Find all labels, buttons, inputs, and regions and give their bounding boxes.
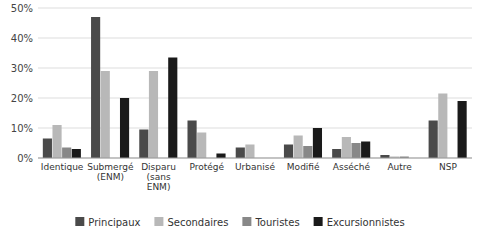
y-axis: 0% 10% 20% 30% 40% 50% bbox=[11, 3, 472, 164]
bar bbox=[149, 71, 158, 158]
bar bbox=[72, 149, 81, 158]
y-tick-label: 50% bbox=[11, 3, 33, 14]
legend-swatch bbox=[75, 217, 84, 226]
legend: Principaux Secondaires Touristes Excursionn… bbox=[75, 217, 404, 228]
bar bbox=[62, 148, 71, 159]
y-tick-label: 30% bbox=[11, 63, 33, 74]
x-tick-label: Urbanisé bbox=[235, 162, 275, 172]
bar bbox=[197, 133, 206, 159]
x-tick-label: Identique bbox=[41, 162, 84, 172]
x-tick-label: Protégé bbox=[189, 162, 224, 172]
bar bbox=[458, 101, 467, 158]
grid-line bbox=[38, 68, 472, 69]
y-tick-label: 40% bbox=[11, 33, 33, 44]
bar bbox=[43, 139, 52, 159]
bar bbox=[303, 146, 312, 158]
legend-swatch bbox=[154, 217, 163, 226]
bar bbox=[284, 145, 293, 159]
legend-item: Excursionnistes bbox=[314, 217, 405, 228]
bar bbox=[245, 145, 254, 159]
legend-label: Touristes bbox=[254, 217, 299, 228]
grid-line bbox=[38, 8, 472, 9]
legend-item: Principaux bbox=[75, 217, 140, 228]
x-tick-label: NSP bbox=[439, 162, 457, 172]
y-tick-label: 0% bbox=[17, 153, 33, 164]
x-tick-label: Autre bbox=[387, 162, 412, 172]
bar bbox=[313, 128, 322, 158]
bars bbox=[43, 17, 467, 158]
x-tick-label: Modifié bbox=[287, 162, 320, 172]
legend-item: Touristes bbox=[242, 217, 299, 228]
grid-line bbox=[38, 38, 472, 39]
legend-label: Excursionnistes bbox=[327, 217, 405, 228]
legend-swatch bbox=[314, 217, 323, 226]
bar bbox=[187, 121, 196, 159]
bar bbox=[101, 71, 110, 158]
legend-swatch bbox=[242, 217, 251, 226]
bar bbox=[52, 125, 61, 158]
grid-line bbox=[38, 158, 472, 159]
bar bbox=[216, 154, 225, 159]
bar bbox=[294, 136, 303, 159]
y-tick-label: 20% bbox=[11, 93, 33, 104]
x-axis-line bbox=[38, 158, 472, 159]
bar bbox=[120, 98, 129, 158]
x-tick-label: Asséché bbox=[333, 162, 371, 172]
bar bbox=[342, 137, 351, 158]
bar bbox=[429, 121, 438, 159]
x-axis: IdentiqueSubmergé(ENM) Disparu(sansENM) Pr… bbox=[41, 162, 458, 192]
bar bbox=[91, 17, 100, 158]
y-tick-label: 10% bbox=[11, 123, 33, 134]
bar bbox=[332, 149, 341, 158]
chart: 0% 10% 20% 30% 40% 50% IdentiqueSubmergé(ENM) D… bbox=[0, 0, 480, 235]
legend-item: Secondaires bbox=[154, 217, 228, 228]
bar bbox=[361, 142, 370, 159]
bar bbox=[139, 130, 148, 159]
bar bbox=[168, 58, 177, 159]
bar bbox=[438, 94, 447, 159]
bar bbox=[351, 143, 360, 158]
x-tick-label: Submergé(ENM) bbox=[87, 162, 134, 182]
legend-label: Secondaires bbox=[167, 217, 228, 228]
legend-label: Principaux bbox=[88, 217, 140, 228]
bar bbox=[236, 148, 245, 159]
x-tick-label: Disparu(sansENM) bbox=[141, 162, 176, 192]
